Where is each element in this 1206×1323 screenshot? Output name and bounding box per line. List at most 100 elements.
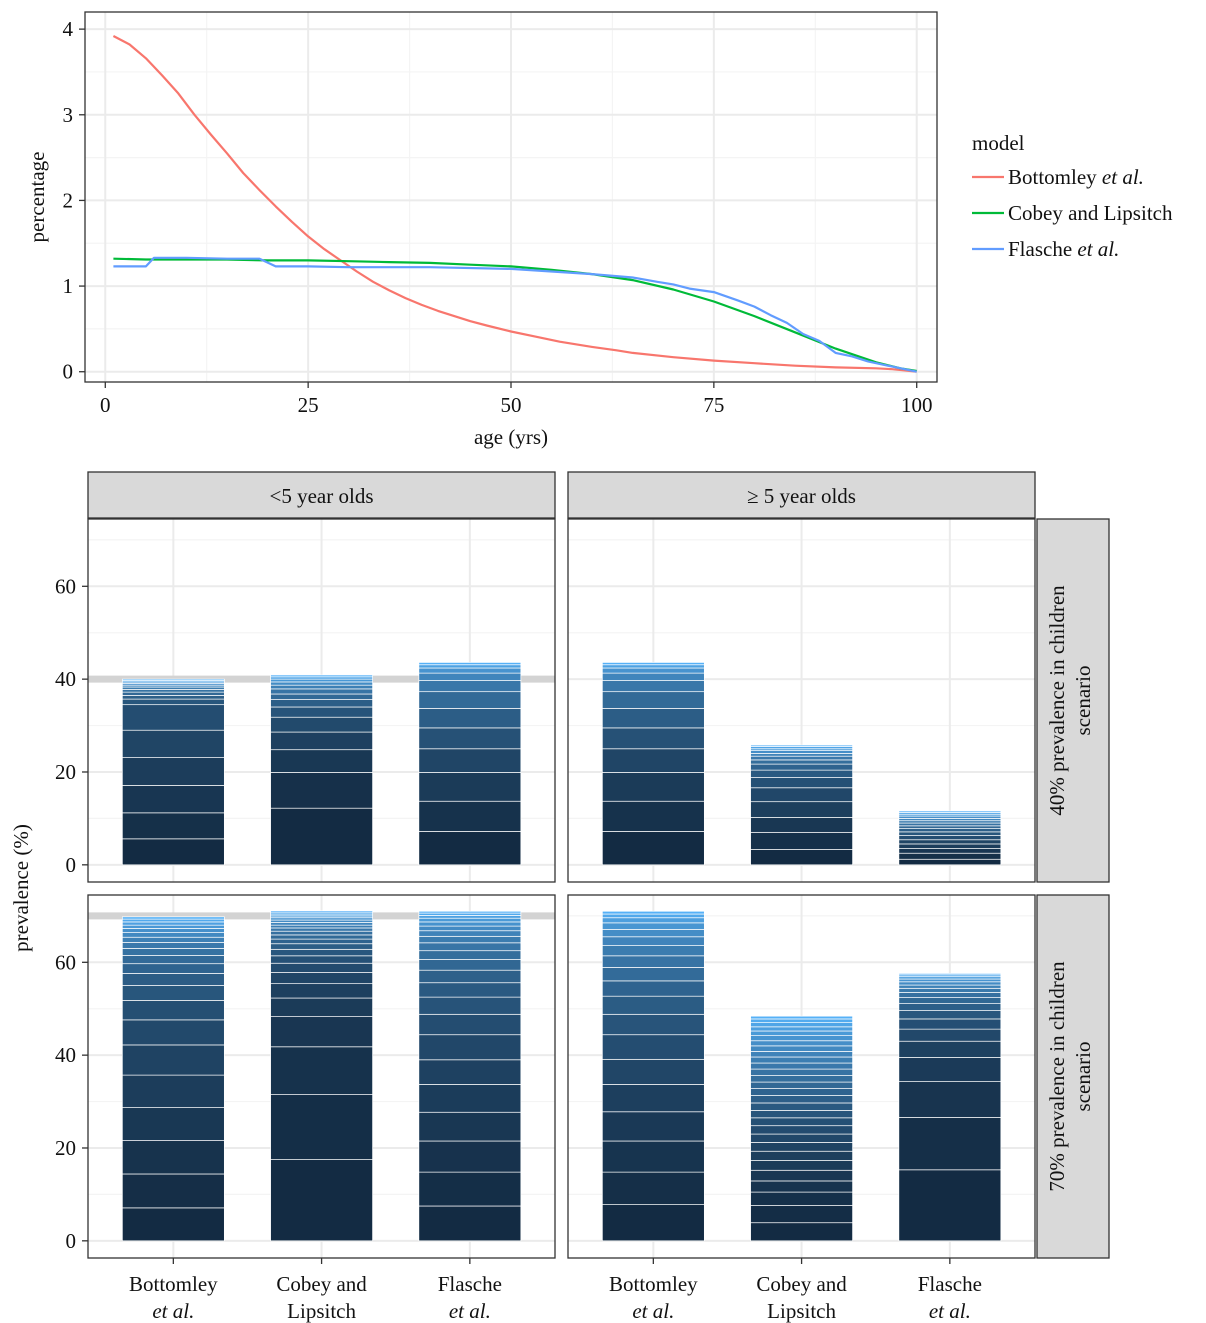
- bar-segment: [898, 831, 1002, 836]
- bar-segment: [898, 997, 1002, 1004]
- x-tick-label-line2: et al.: [632, 1299, 674, 1323]
- bar-segment: [418, 925, 522, 932]
- bar-segment: [898, 1018, 1002, 1030]
- bar-segment: [121, 1207, 225, 1242]
- bar-segment: [750, 1068, 853, 1076]
- bar-segment: [121, 921, 225, 926]
- x-tick-label-line2: et al.: [449, 1299, 491, 1323]
- bar-segment: [418, 959, 522, 971]
- bar-segment: [270, 674, 373, 678]
- bar-segment: [121, 1019, 225, 1046]
- bar-segment: [121, 691, 225, 696]
- column-strip-1: [567, 471, 1036, 519]
- bar-segment: [418, 917, 522, 923]
- bar-segment: [270, 938, 373, 945]
- bar-segment: [270, 1046, 373, 1095]
- bar-segment: [418, 996, 522, 1015]
- bar-segment: [898, 1169, 1002, 1242]
- y-tick-label: 4: [63, 17, 74, 41]
- y-tick-label: 3: [63, 103, 74, 127]
- bar-segment: [418, 1171, 522, 1207]
- bar-segment: [418, 664, 522, 669]
- series-line-flasche: [113, 256, 917, 373]
- bar-segment: [121, 1173, 225, 1209]
- bar-segment: [898, 848, 1002, 854]
- bar-segment: [601, 936, 705, 946]
- bar-segment: [121, 838, 225, 866]
- bar-segment: [270, 699, 373, 708]
- bar-segment: [750, 1026, 853, 1032]
- bar-segment: [418, 1111, 522, 1142]
- bar-segment: [418, 930, 522, 937]
- bar-segment: [418, 727, 522, 750]
- y-axis-title: percentage: [25, 152, 49, 243]
- x-tick-label: 75: [703, 393, 724, 417]
- bar-segment: [750, 787, 853, 803]
- bar-segment: [270, 972, 373, 985]
- bar-segment: [750, 1056, 853, 1064]
- bar-segment: [121, 812, 225, 840]
- legend-title: model: [972, 131, 1025, 155]
- bar-segment: [121, 963, 225, 974]
- bar-segment: [898, 973, 1002, 976]
- bar-segment: [750, 1075, 853, 1083]
- bar-segment: [601, 708, 705, 729]
- x-tick-label: 25: [298, 393, 319, 417]
- bar-segment: [418, 667, 522, 674]
- bar-segment: [898, 984, 1002, 989]
- bar-segment: [270, 930, 373, 936]
- bar-segment: [270, 688, 373, 695]
- bar-segment: [121, 936, 225, 943]
- bar-segment: [750, 1095, 853, 1104]
- bar-segment: [898, 858, 1002, 866]
- column-strip-label: <5 year olds: [270, 484, 374, 508]
- bar-segment: [121, 1044, 225, 1076]
- x-tick-label-line2: et al.: [929, 1299, 971, 1323]
- bar-segment: [270, 922, 373, 926]
- bar-segment: [750, 777, 853, 789]
- bar-panel-border: [87, 518, 556, 883]
- bar-segment: [270, 716, 373, 733]
- y-tick-label: 40: [55, 667, 76, 691]
- bar-segment: [270, 955, 373, 964]
- bar-segment: [121, 948, 225, 956]
- bar-segment: [121, 918, 225, 923]
- bar-segment: [601, 1084, 705, 1113]
- y-tick-label: 0: [66, 853, 77, 877]
- bar-segment: [270, 749, 373, 773]
- bar-segment: [601, 831, 705, 866]
- bar-segment: [898, 822, 1002, 827]
- bar-segment: [121, 678, 225, 681]
- bar-segment: [418, 1084, 522, 1113]
- bar-segment: [270, 943, 373, 950]
- y-tick-label: 40: [55, 1043, 76, 1067]
- bar-segment: [750, 1088, 853, 1096]
- bar-segment: [750, 1018, 853, 1024]
- column-strip-label: ≥ 5 year olds: [747, 484, 856, 508]
- bar-segment: [750, 1180, 853, 1193]
- bar-segment: [121, 932, 225, 938]
- bar-panel-border: [567, 518, 1036, 883]
- row-strip-label: 40% prevalence in children: [1045, 585, 1069, 816]
- bar-segment: [750, 744, 853, 747]
- bar-segment: [750, 817, 853, 833]
- bar-segment: [601, 1034, 705, 1060]
- x-tick-label-line1: Cobey and: [756, 1272, 847, 1296]
- x-tick-label-line1: Bottomley: [129, 1272, 218, 1296]
- bar-segment: [418, 1013, 522, 1036]
- bar-segment: [270, 983, 373, 999]
- bar-segment: [601, 917, 705, 924]
- bar-segment: [418, 982, 522, 998]
- bar-segment: [418, 772, 522, 802]
- bar-segment: [270, 924, 373, 929]
- bar-segment: [121, 785, 225, 814]
- bar-segment: [418, 748, 522, 773]
- bar-segment: [121, 941, 225, 949]
- bar-segment: [750, 1169, 853, 1182]
- bar-segment: [898, 978, 1002, 983]
- bar-segment: [418, 910, 522, 914]
- bar-segment: [418, 969, 522, 984]
- bar-segment: [121, 1000, 225, 1021]
- bar-segment: [898, 839, 1002, 845]
